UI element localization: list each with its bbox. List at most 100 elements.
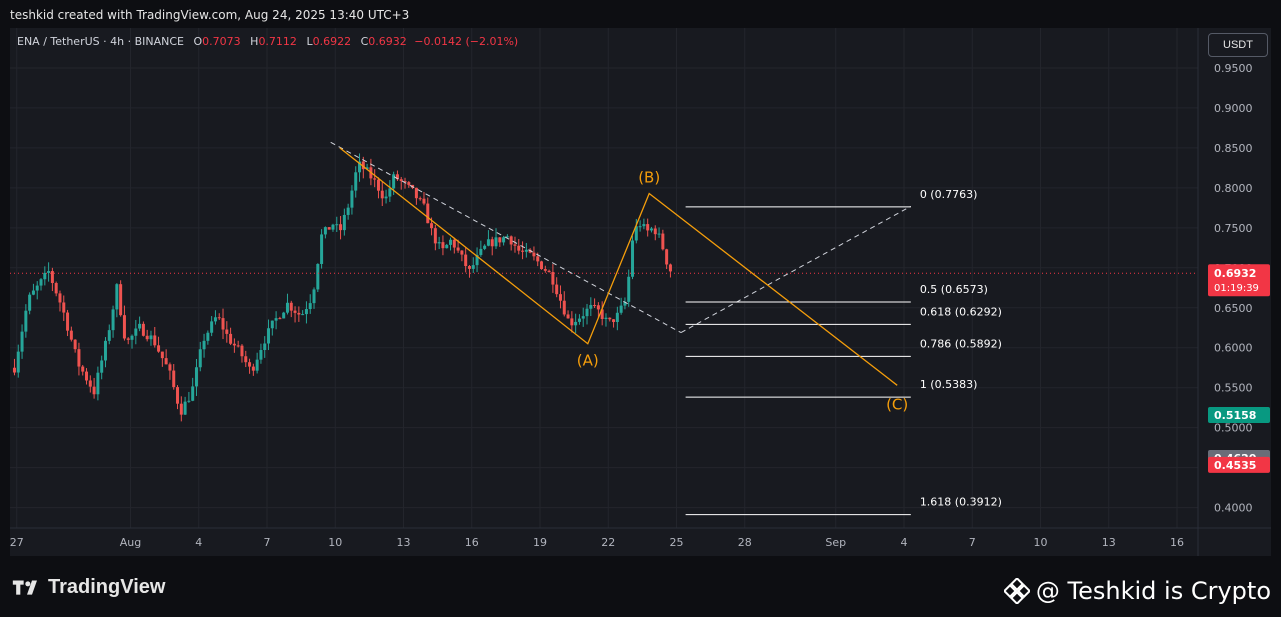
candle-body: [437, 242, 441, 244]
candle-body: [589, 305, 593, 309]
candle-body: [483, 245, 487, 249]
candle-body: [157, 345, 161, 352]
y-tick-label: 0.9000: [1214, 102, 1253, 115]
candle-body: [467, 266, 471, 269]
x-tick-label: Aug: [120, 536, 141, 549]
candle-body: [206, 332, 210, 341]
candle-body: [490, 239, 494, 247]
candle-body: [31, 290, 35, 295]
attribution-text: teshkid created with TradingView.com, Au…: [10, 8, 410, 22]
candle-body: [164, 358, 168, 365]
fib-level-label: 1 (0.5383): [920, 378, 978, 391]
candle-body: [213, 317, 217, 322]
candle-body: [122, 315, 126, 339]
candle-body: [58, 293, 62, 303]
candle-body: [566, 314, 570, 319]
candle-body: [392, 174, 396, 189]
candle-body: [149, 335, 153, 340]
candle-body: [172, 370, 176, 388]
candle-body: [661, 233, 665, 250]
candle-body: [119, 284, 123, 316]
candle-body: [532, 252, 536, 257]
y-tick-label: 0.5500: [1214, 382, 1253, 395]
candle-body: [486, 239, 490, 246]
currency-button[interactable]: USDT: [1208, 33, 1268, 57]
candle-body: [657, 233, 661, 235]
symbol-label[interactable]: ENA / TetherUS · 4h · BINANCE: [17, 35, 184, 48]
candle-body: [388, 188, 392, 197]
candle-body: [50, 271, 54, 284]
candle-body: [225, 329, 229, 334]
fib-level-label: 0.618 (0.6292): [920, 305, 1002, 318]
candle-body: [574, 321, 578, 326]
candle-body: [320, 234, 324, 264]
candle-body: [365, 167, 369, 170]
candle-body: [426, 203, 430, 224]
candle-body: [278, 318, 282, 320]
candle-body: [198, 349, 202, 368]
candle-body: [346, 207, 350, 215]
candle-body: [585, 308, 589, 317]
candle-body: [153, 335, 157, 346]
candle-body: [138, 323, 142, 329]
candle-body: [191, 386, 195, 401]
high-value: 0.7112: [258, 35, 297, 48]
candle-body: [430, 223, 434, 229]
candle-body: [103, 340, 107, 361]
tradingview-brand: TradingView: [48, 576, 166, 598]
candle-body: [551, 272, 555, 285]
candle-body: [376, 179, 380, 191]
candle-body: [634, 226, 638, 241]
candle-body: [130, 335, 134, 340]
y-tick-label: 0.4000: [1214, 502, 1253, 515]
y-tick-label: 0.6000: [1214, 342, 1253, 355]
candle-body: [509, 236, 513, 245]
candle-body: [85, 371, 89, 381]
candle-body: [528, 249, 532, 253]
candle-body: [47, 271, 51, 273]
x-tick-label: 7: [969, 536, 976, 549]
price-tag: [1208, 456, 1270, 473]
candle-body: [524, 249, 528, 252]
wave-label: (C): [886, 395, 908, 413]
candle-body: [331, 224, 335, 230]
x-tick-label: 7: [264, 536, 271, 549]
footer: [0, 556, 1281, 617]
candle-body: [194, 367, 198, 387]
price-chart[interactable]: 0.95000.90000.85000.80000.75000.70000.65…: [10, 28, 1271, 556]
x-tick-label: 28: [738, 536, 752, 549]
candle-body: [316, 263, 320, 290]
candle-body: [274, 318, 278, 321]
candle-body: [570, 318, 574, 326]
x-tick-label: 10: [1034, 536, 1048, 549]
candle-body: [384, 196, 388, 199]
author-watermark: @ Teshkid is Crypto: [1003, 577, 1271, 605]
chart-panel[interactable]: 0.95000.90000.85000.80000.75000.70000.65…: [10, 28, 1271, 556]
x-tick-label: 13: [397, 536, 411, 549]
x-tick-label: Sep: [825, 536, 846, 549]
countdown-value: 01:19:39: [1214, 283, 1259, 294]
candle-body: [187, 400, 191, 402]
candle-body: [354, 172, 358, 191]
candle-body: [176, 387, 180, 404]
candle-body: [479, 248, 483, 255]
candle-body: [248, 362, 252, 367]
x-tick-label: 16: [465, 536, 479, 549]
x-tick-label: 25: [670, 536, 684, 549]
candle-body: [134, 328, 138, 336]
candle-body: [43, 272, 47, 280]
candle-body: [285, 302, 289, 313]
x-tick-label: 22: [601, 536, 615, 549]
candle-body: [12, 367, 16, 373]
candle-body: [88, 380, 92, 387]
y-tick-label: 0.9500: [1214, 62, 1253, 75]
y-tick-label: 0.6500: [1214, 302, 1253, 315]
candle-body: [464, 254, 468, 267]
candle-body: [577, 318, 581, 322]
candle-body: [293, 310, 297, 313]
candle-body: [301, 314, 305, 316]
candle-body: [16, 351, 20, 373]
candle-body: [456, 247, 460, 251]
candle-body: [380, 190, 384, 199]
candle-body: [202, 340, 206, 350]
